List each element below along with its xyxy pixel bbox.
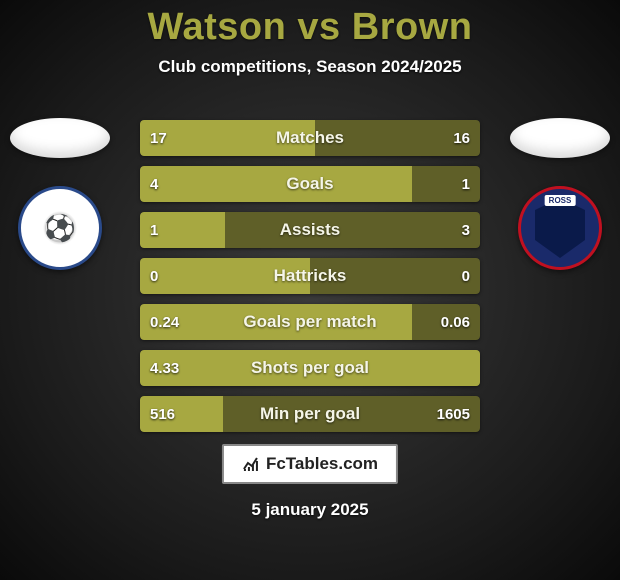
brand-tag[interactable]: FcTables.com (222, 444, 398, 484)
stat-label: Shots per goal (140, 350, 480, 386)
player-right-column: ROSS (510, 118, 610, 270)
stat-value-left: 0 (140, 258, 168, 294)
player-left-avatar-placeholder (10, 118, 110, 158)
stat-value-right: 1 (452, 166, 480, 202)
stat-row: 4.33Shots per goal (140, 350, 480, 386)
stat-value-right: 3 (452, 212, 480, 248)
vs-text: vs (297, 6, 340, 48)
stat-value-left: 4 (140, 166, 168, 202)
stat-row: 17Matches16 (140, 120, 480, 156)
stat-value-left: 516 (140, 396, 185, 432)
stats-bars: 17Matches164Goals11Assists30Hattricks00.… (140, 120, 480, 442)
stat-value-left: 0.24 (140, 304, 189, 340)
player-right-avatar-placeholder (510, 118, 610, 158)
stat-value-right: 16 (443, 120, 480, 156)
stat-row: 1Assists3 (140, 212, 480, 248)
crest-inner-icon: ⚽ (30, 198, 90, 258)
stat-label: Goals (140, 166, 480, 202)
club-crest-ross-county: ROSS (518, 186, 602, 270)
chart-icon (242, 455, 260, 473)
player-left-name: Watson (148, 6, 287, 48)
stat-row: 4Goals1 (140, 166, 480, 202)
stat-row: 0Hattricks0 (140, 258, 480, 294)
stat-value-right: 0 (452, 258, 480, 294)
stat-value-right: 0.06 (431, 304, 480, 340)
crest-ross-tag: ROSS (545, 195, 576, 206)
stat-label: Goals per match (140, 304, 480, 340)
stat-label: Matches (140, 120, 480, 156)
stat-row: 516Min per goal1605 (140, 396, 480, 432)
stat-label: Assists (140, 212, 480, 248)
club-crest-kilmarnock: ⚽ (18, 186, 102, 270)
page-title: Watson vs Brown (0, 0, 620, 49)
player-left-column: ⚽ (10, 118, 110, 270)
stat-value-left: 17 (140, 120, 177, 156)
subtitle: Club competitions, Season 2024/2025 (0, 57, 620, 77)
stat-label: Hattricks (140, 258, 480, 294)
stat-row: 0.24Goals per match0.06 (140, 304, 480, 340)
player-right-name: Brown (352, 6, 473, 48)
stat-value-right: 1605 (427, 396, 480, 432)
stat-value-left: 1 (140, 212, 168, 248)
date-text: 5 january 2025 (0, 500, 620, 520)
brand-text: FcTables.com (266, 454, 378, 474)
stat-value-left: 4.33 (140, 350, 189, 386)
